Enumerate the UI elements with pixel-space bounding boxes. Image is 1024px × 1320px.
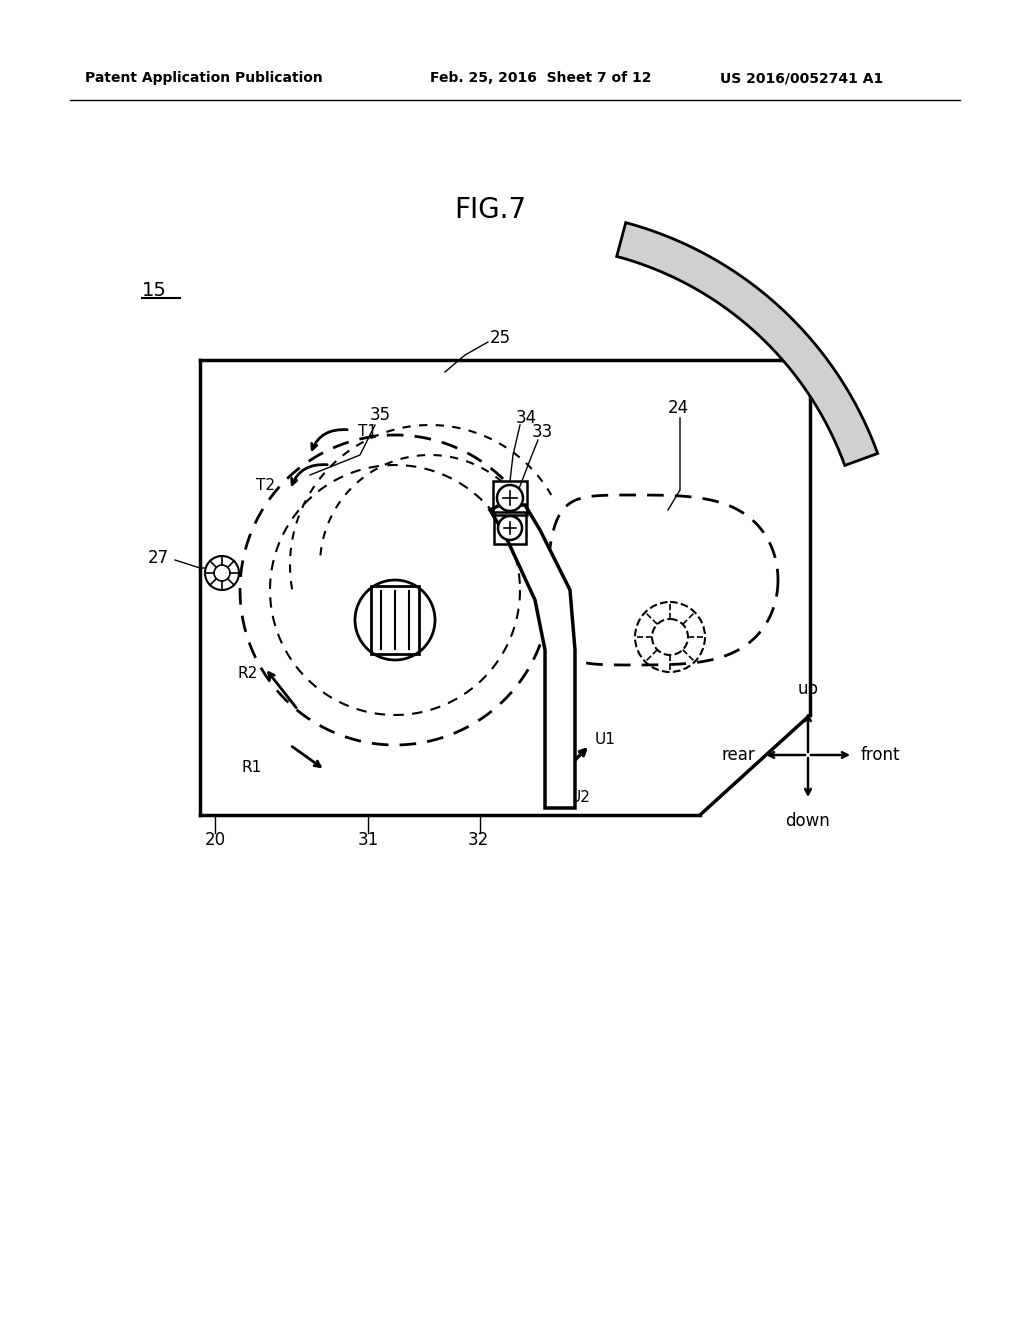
Text: Patent Application Publication: Patent Application Publication xyxy=(85,71,323,84)
Text: 32: 32 xyxy=(468,832,489,849)
Text: U2: U2 xyxy=(570,791,591,805)
Text: 24: 24 xyxy=(668,399,689,417)
Text: down: down xyxy=(785,812,830,830)
Text: 33: 33 xyxy=(532,422,553,441)
Text: 27: 27 xyxy=(148,549,169,568)
Text: U1: U1 xyxy=(595,733,615,747)
Text: T1: T1 xyxy=(358,425,377,440)
Text: T2: T2 xyxy=(256,478,275,492)
Bar xyxy=(494,512,526,544)
Text: 35: 35 xyxy=(370,407,391,424)
Text: 20: 20 xyxy=(205,832,226,849)
Text: US 2016/0052741 A1: US 2016/0052741 A1 xyxy=(720,71,884,84)
Circle shape xyxy=(498,516,522,540)
Polygon shape xyxy=(490,506,575,808)
Text: front: front xyxy=(861,746,900,764)
Text: up: up xyxy=(798,680,818,698)
Text: R1: R1 xyxy=(242,760,262,776)
Bar xyxy=(493,480,527,515)
Text: 34: 34 xyxy=(516,409,538,426)
Text: 15: 15 xyxy=(142,281,167,300)
Text: 25: 25 xyxy=(490,329,511,347)
Circle shape xyxy=(497,484,523,511)
Text: FIG.7: FIG.7 xyxy=(454,195,526,224)
Text: Feb. 25, 2016  Sheet 7 of 12: Feb. 25, 2016 Sheet 7 of 12 xyxy=(430,71,651,84)
Bar xyxy=(371,586,419,653)
Polygon shape xyxy=(616,223,878,466)
Text: 31: 31 xyxy=(358,832,379,849)
Text: R2: R2 xyxy=(238,665,258,681)
Text: rear: rear xyxy=(721,746,755,764)
